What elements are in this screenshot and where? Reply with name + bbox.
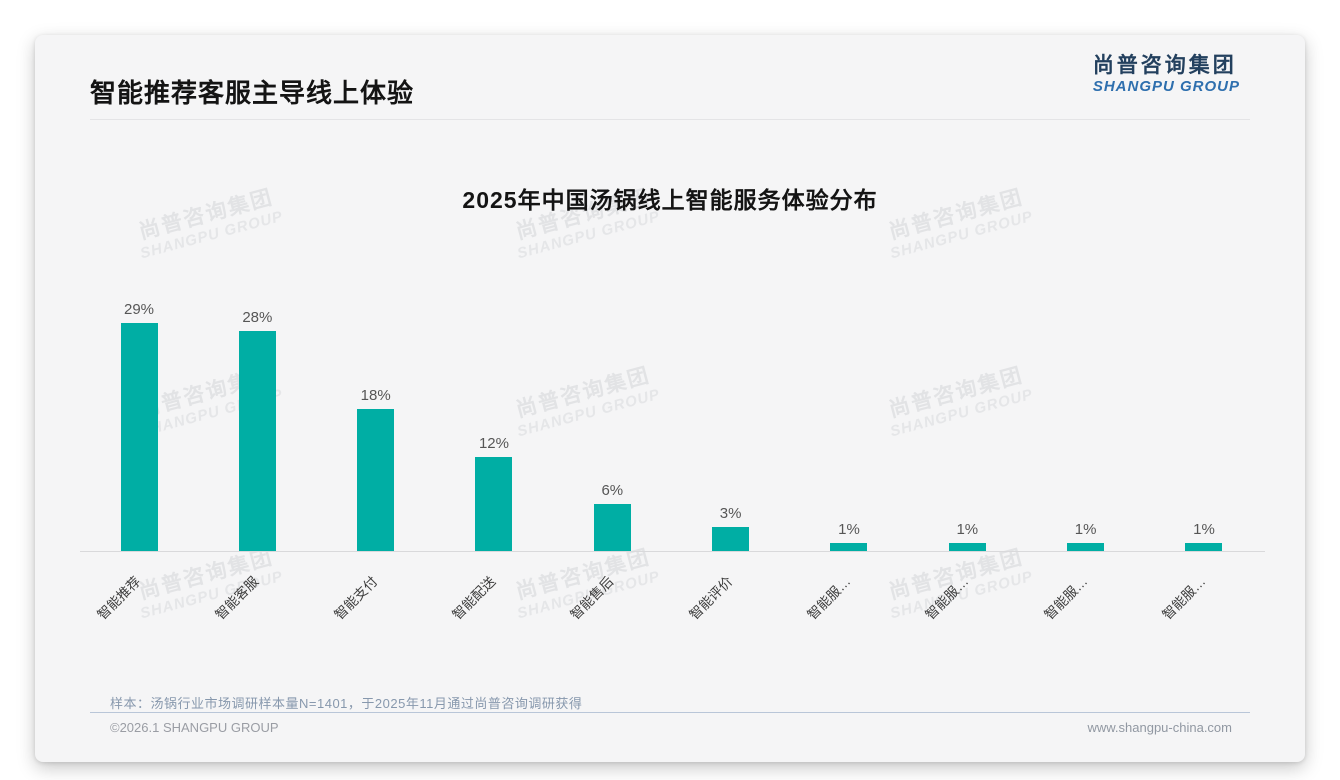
bar-category-label: 智能客服: [212, 573, 262, 623]
bar: [1067, 543, 1105, 551]
bar-value-label: 1%: [1074, 521, 1097, 538]
bar-value-label: 28%: [242, 309, 273, 326]
bar: [120, 323, 158, 551]
bar-value-label: 18%: [360, 387, 391, 404]
bar: [475, 457, 513, 551]
copyright-text: ©2026.1 SHANGPU GROUP: [110, 720, 279, 735]
company-logo-en: SHANGPU GROUP: [1092, 78, 1240, 96]
bar: [830, 543, 868, 551]
bar: [1185, 543, 1223, 551]
bar-category-label: 智能服…: [1159, 573, 1209, 623]
bar: [593, 504, 631, 551]
bar-category-label: 智能服…: [804, 573, 854, 623]
bar-category-label: 智能配送: [449, 573, 499, 623]
bar-value-label: 3%: [719, 505, 742, 522]
bar-value-label: 1%: [1193, 521, 1215, 538]
bar: [712, 527, 750, 551]
slide-card: 智能推荐客服主导线上体验 尚普咨询集团 SHANGPU GROUP 尚普咨询集团…: [35, 35, 1305, 762]
chart-title: 2025年中国汤锅线上智能服务体验分布: [462, 187, 878, 213]
watermark-en: SHANGPU GROUP: [138, 567, 285, 623]
bar-value-label: 1%: [838, 521, 860, 538]
bar-value-label: 12%: [478, 435, 509, 452]
bar-category-label: 智能推荐: [94, 573, 144, 623]
bar-value-label: 6%: [601, 482, 624, 499]
bar-category-label: 智能售后: [567, 573, 617, 623]
bar: [357, 409, 395, 551]
bar: [238, 331, 276, 551]
bar-value-label: 29%: [123, 301, 155, 318]
company-logo-cn: 尚普咨询集团: [1092, 54, 1237, 77]
footer-divider: [90, 712, 1250, 713]
watermark: 尚普咨询集团 SHANGPU GROUP: [132, 545, 285, 623]
watermark-cn: 尚普咨询集团: [136, 545, 276, 604]
bar: [948, 543, 986, 551]
bar-category-label: 智能服…: [1041, 573, 1091, 623]
company-logo: 尚普咨询集团 SHANGPU GROUP: [1093, 53, 1240, 96]
bar-category-label: 智能支付: [331, 573, 381, 623]
bar-value-label: 1%: [956, 521, 979, 538]
header-divider: [90, 119, 1250, 120]
website-text: www.shangpu-china.com: [1087, 720, 1232, 735]
bar-chart-plot: 29% 智能推荐 28% 智能客服 18% 智能支付 12% 智能配送 6% 智能售后 3% 智能评价…: [80, 240, 1265, 623]
page-title: 智能推荐客服主导线上体验: [90, 78, 415, 108]
sample-note: 样本：汤锅行业市场调研样本量N=1401，于2025年11月通过尚普咨询调研获得: [110, 696, 583, 711]
bar-category-label: 智能服…: [922, 573, 972, 623]
bar-category-label: 智能评价: [686, 573, 736, 623]
